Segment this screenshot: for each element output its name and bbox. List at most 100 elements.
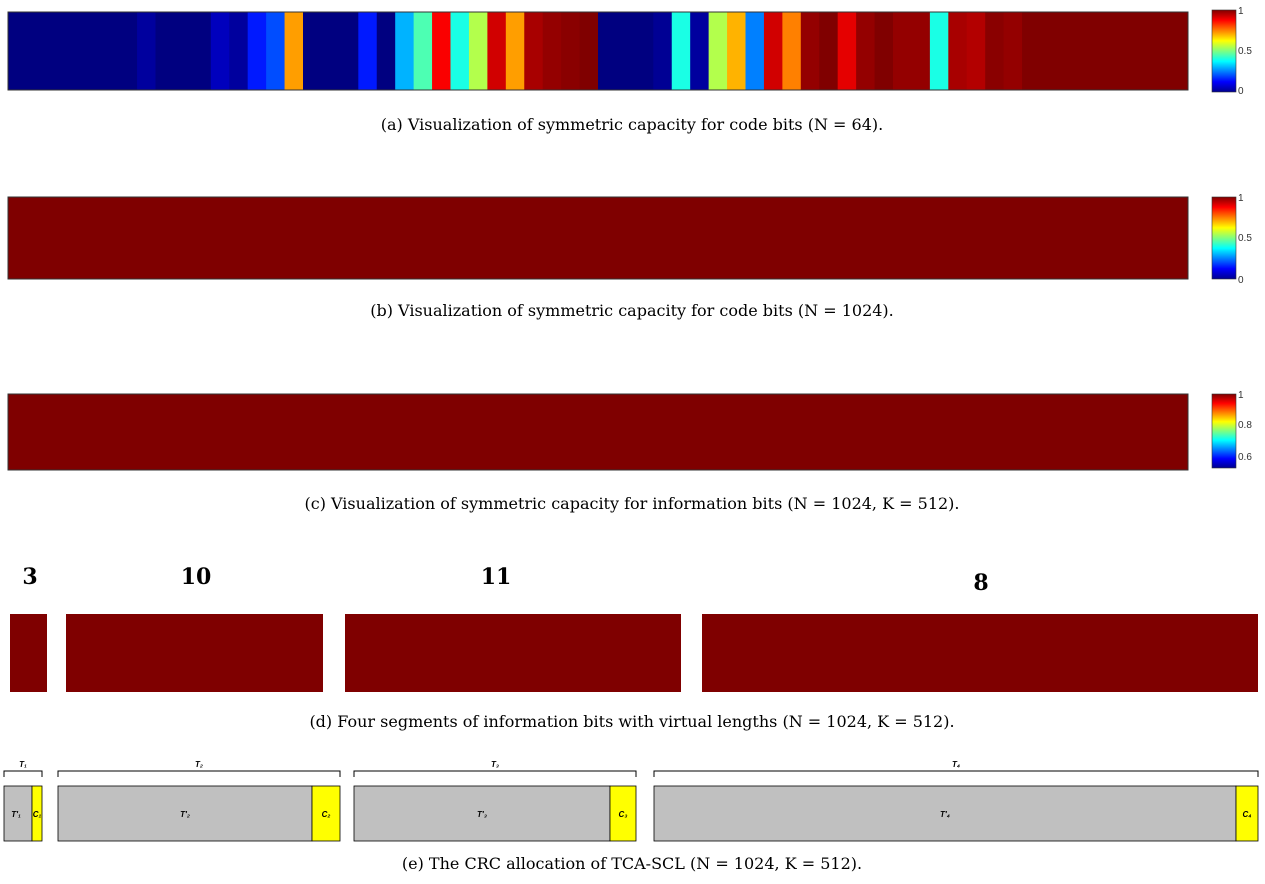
colorbar-a-tick-min: 0 [1238, 86, 1244, 97]
heatmap-a-cell [1022, 12, 1041, 90]
heatmap-a-cell [26, 12, 46, 90]
colorbar-c-tick-max: 1 [1238, 390, 1244, 401]
heatmap-a-cell [339, 12, 359, 90]
segment-4 [702, 614, 1258, 692]
panel-d: 3 10 11 8 (d) Four segments of informati… [10, 564, 1258, 731]
heatmap-a-cell [690, 12, 710, 90]
segment-crc-3 [609, 785, 637, 842]
segment-crc-2 [311, 785, 341, 842]
brace-label-4: T₄ [952, 760, 960, 769]
brace-label-3: T₃ [491, 760, 499, 769]
heatmap-a-cell [192, 12, 212, 90]
heatmap-a-cell [579, 12, 599, 90]
heatmap-a-cell [155, 12, 175, 90]
heatmap-a-cell [1151, 12, 1170, 90]
heatmap-a-cell [450, 12, 470, 90]
segment-3 [345, 614, 681, 692]
heatmap-a-cell [247, 12, 267, 90]
heatmap-a-cell [616, 12, 636, 90]
heatmap-a-cell [395, 12, 415, 90]
segment-body-3 [353, 785, 611, 842]
heatmap-a-cell [358, 12, 378, 90]
heatmap-a-cell [284, 12, 304, 90]
panel-a: 1 0.5 0 (a) Visualization of symmetric c… [7, 6, 1252, 134]
heatmap-a-cell [137, 12, 156, 90]
heatmap-a-cell [432, 12, 451, 90]
heatmap-a-cell [266, 12, 285, 90]
colorbar-c-tick-mid: 0.8 [1238, 420, 1252, 431]
heatmap-a-cell [856, 12, 875, 90]
segment-label-2: 10 [181, 564, 212, 590]
heatmap-a-cell [63, 12, 83, 90]
segment-body-label-1: T'₁ [11, 810, 21, 819]
segment-1 [10, 614, 47, 692]
heatmap-a-cell [468, 12, 488, 90]
caption-a: (a) Visualization of symmetric capacity … [381, 115, 883, 134]
heatmap-a-cell [598, 12, 617, 90]
segment-label-1: 3 [22, 564, 37, 590]
segment-crc-label-4: C₄ [1243, 810, 1252, 819]
heatmap-a-cell [985, 12, 1005, 90]
segment-crc-1 [31, 785, 43, 842]
brace-4 [653, 770, 1259, 777]
panel-e: T₁ T₂ T₃ T₄ T'₁ C₁ T'₂ C₂ T'₃ C₃ T'₄ C₄ … [3, 760, 1259, 873]
heatmap-a-cell [1169, 12, 1189, 90]
brace-2 [57, 770, 341, 777]
heatmap-a-cell [100, 12, 120, 90]
segment-body-4 [653, 785, 1237, 842]
heatmap-a-cell [542, 12, 562, 90]
heatmap-a-cell [524, 12, 544, 90]
heatmap-a-cell [118, 12, 138, 90]
heatmap-a-cell [653, 12, 673, 90]
panel-b: 1 0.5 0 (b) Visualization of symmetric c… [7, 193, 1252, 320]
segment-body-label-2: T'₂ [180, 810, 190, 819]
segment-crc-4 [1235, 785, 1259, 842]
heatmap-a-cell [210, 12, 230, 90]
heatmap-a-cell [229, 12, 249, 90]
segment-2 [66, 614, 323, 692]
heatmap-a-cell [966, 12, 986, 90]
segment-crc-label-1: C₁ [33, 810, 42, 819]
heatmap-a-cell [727, 12, 746, 90]
heatmap-a-cell [173, 12, 193, 90]
heatmap-a-cell [321, 12, 341, 90]
heatmap-a-cell [634, 12, 654, 90]
caption-d: (d) Four segments of information bits wi… [309, 712, 954, 731]
heatmap-a-cell [8, 12, 27, 90]
segment-label-3: 11 [481, 564, 512, 590]
heatmap-a-cell [1095, 12, 1115, 90]
brace-label-2: T₂ [195, 760, 203, 769]
colorbar-b-tick-max: 1 [1238, 193, 1244, 204]
heatmap-a-cell [763, 12, 783, 90]
heatmap-a-cell [745, 12, 765, 90]
heatmap-a-cell [561, 12, 580, 90]
segment-crc-label-2: C₂ [322, 810, 331, 819]
caption-c: (c) Visualization of symmetric capacity … [305, 494, 960, 513]
heatmap-a-cell [837, 12, 857, 90]
colorbar-b-tick-mid: 0.5 [1238, 233, 1252, 244]
segment-label-4: 8 [973, 570, 988, 596]
heatmap-a-cell [1132, 12, 1152, 90]
colorbar-a: 1 0.5 0 [1211, 6, 1252, 97]
heatmap-a-cell [800, 12, 820, 90]
heatmap-a-cell [948, 12, 968, 90]
segment-body-label-3: T'₃ [477, 810, 487, 819]
segment-crc-label-3: C₃ [619, 810, 628, 819]
heatmap-a-cell [929, 12, 949, 90]
heatmap-a [8, 12, 1189, 90]
heatmap-a-cell [81, 12, 101, 90]
colorbar-a-tick-mid: 0.5 [1238, 46, 1252, 57]
heatmap-a-cell [1077, 12, 1097, 90]
heatmap-a-cell [1058, 12, 1078, 90]
segment-body-1 [3, 785, 33, 842]
colorbar-c-tick-low: 0.6 [1238, 452, 1252, 463]
colorbar-a-tick-max: 1 [1238, 6, 1244, 17]
heatmap-a-cell [1040, 12, 1060, 90]
heatmap-a-cell [874, 12, 894, 90]
panel-c: 1 0.8 0.6 (c) Visualization of symmetric… [7, 390, 1252, 513]
heatmap-a-cell [911, 12, 931, 90]
heatmap-a-cell [893, 12, 912, 90]
brace-label-1: T₁ [19, 760, 27, 769]
heatmap-a-cell [1003, 12, 1023, 90]
